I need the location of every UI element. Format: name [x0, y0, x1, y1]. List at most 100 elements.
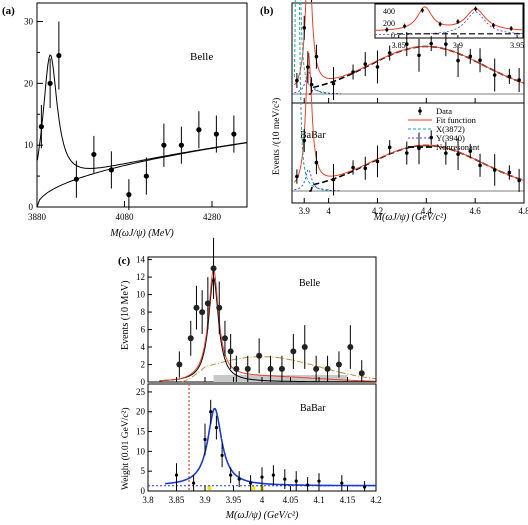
b-data-point	[375, 65, 380, 69]
b-legend-data-marker	[418, 109, 422, 113]
b-xtick-label: 4.8	[518, 206, 528, 216]
c-belle-point	[176, 361, 183, 368]
c-belle-fit	[159, 267, 376, 382]
c-babar-point	[363, 485, 367, 489]
c-babar-yellow-marker	[251, 486, 256, 491]
a-data-point	[161, 142, 167, 148]
c-belle-point	[256, 352, 263, 359]
c-top-ytick-label: 0	[141, 377, 146, 387]
b-xtick-label: 4.6	[470, 206, 482, 216]
c-bottom-ytick-label: 15	[136, 427, 146, 437]
b-data-point	[314, 160, 319, 165]
c-belle-hatched-background	[213, 375, 348, 382]
b-inset-xtick-label: 3.95	[510, 41, 524, 50]
c-babar-point	[209, 410, 213, 414]
b-y3940-curve	[294, 168, 341, 192]
b-data-point	[314, 54, 319, 59]
c-xtick-label: 4.2	[370, 495, 381, 505]
panel-b-label: (b)	[260, 5, 274, 17]
b-fit-curve	[294, 53, 525, 183]
c-top-ytick-label: 4	[141, 342, 146, 352]
a-data-point	[38, 124, 44, 130]
panel-c-belle-label: Belle	[299, 278, 321, 289]
panel-c-label: (c)	[118, 255, 131, 267]
a-ytick-label: 20	[24, 78, 34, 88]
b-inset-ytick-label: 400	[383, 7, 395, 16]
panel-b-ylabel: Events /(10 meV/c²)	[271, 98, 282, 175]
c-belle-point	[227, 348, 234, 355]
b-inset-point	[491, 23, 495, 27]
panel-a-experiment-label: Belle	[190, 51, 213, 63]
c-top-ytick-label: 8	[141, 307, 146, 317]
c-babar-fit	[165, 407, 376, 487]
b-data-point	[306, 65, 310, 69]
b-inset-ytick-label: 0	[391, 31, 395, 40]
c-xtick-label: 3.8	[142, 495, 154, 505]
panel-c-top-frame	[147, 256, 377, 383]
c-xtick-label: 4	[260, 495, 265, 505]
c-babar-point	[260, 475, 264, 479]
panel-a-label: (a)	[2, 5, 15, 17]
b-xtick-label: 3.9	[299, 206, 311, 216]
c-belle-point	[358, 370, 365, 377]
c-belle-point	[204, 300, 211, 307]
b-inset-point	[474, 7, 478, 11]
b-data-point	[507, 170, 512, 175]
panel-a: (a) Belle 3880 4080 4280 0 10 20 30 M(ωJ/ψ) (M…	[2, 2, 248, 239]
b-data-point	[363, 62, 368, 66]
b-data-point	[295, 78, 299, 83]
b-fit-curve	[294, 0, 525, 86]
b-data-point	[404, 151, 409, 155]
a-data-point	[108, 167, 114, 173]
panel-a-frame	[36, 2, 248, 208]
b-inset-fit	[374, 6, 524, 31]
a-ytick-label: 0	[29, 202, 34, 212]
c-babar-point	[249, 481, 253, 485]
c-babar-point	[174, 473, 179, 477]
panel-b-bottom-frame	[291, 102, 525, 204]
b-data-point	[478, 163, 482, 168]
b-data-point	[456, 58, 460, 63]
b-data-point	[478, 58, 482, 62]
c-belle-point	[221, 335, 228, 342]
c-belle-point	[267, 365, 274, 372]
b-data-point	[375, 159, 380, 164]
c-belle-point	[347, 344, 354, 351]
b-inset-y3940	[375, 11, 523, 36]
c-babar-point	[220, 453, 224, 457]
c-belle-point	[301, 344, 308, 351]
c-top-ytick-label: 10	[136, 290, 146, 300]
panel-c-xlabel: M(ωJ/ψ) (GeV/c²)	[225, 510, 299, 521]
b-nonresonant-curve	[309, 45, 525, 95]
b-data-point	[444, 151, 448, 155]
panel-c: (c) Belle Events (10 MeV) BaBar Weight (…	[118, 237, 382, 521]
c-belle-signal	[159, 275, 376, 383]
c-belle-point	[290, 348, 297, 355]
b-data-point	[492, 168, 497, 172]
b-xtick-label: 4	[326, 206, 331, 216]
b-xtick-label: 4.4	[421, 206, 433, 216]
b-data-point	[429, 41, 434, 46]
a-background-curve	[36, 142, 248, 208]
b-legend-entry: Nonresonant	[436, 142, 480, 152]
a-xtick-label: 3880	[28, 212, 47, 222]
c-xtick-label: 4.05	[283, 495, 299, 505]
b-inset-point	[403, 24, 407, 28]
c-belle-point	[233, 365, 240, 372]
c-xtick-label: 3.9	[199, 495, 211, 505]
b-x3872-curve	[293, 0, 329, 191]
b-data-point	[492, 73, 497, 77]
b-data-point	[331, 81, 336, 86]
b-data-point	[468, 149, 473, 153]
c-belle-point	[210, 265, 217, 272]
b-legend-entry: Y(3940)	[436, 133, 465, 143]
b-data-point	[444, 42, 448, 46]
a-data-point	[213, 131, 219, 137]
c-top-ytick-label: 12	[136, 272, 145, 282]
b-data-point	[517, 78, 521, 82]
b-data-point	[404, 42, 409, 46]
c-belle-nonresonant	[181, 356, 377, 383]
b-data-point	[456, 152, 460, 156]
c-belle-point	[244, 365, 251, 372]
c-babar-point	[192, 481, 196, 485]
